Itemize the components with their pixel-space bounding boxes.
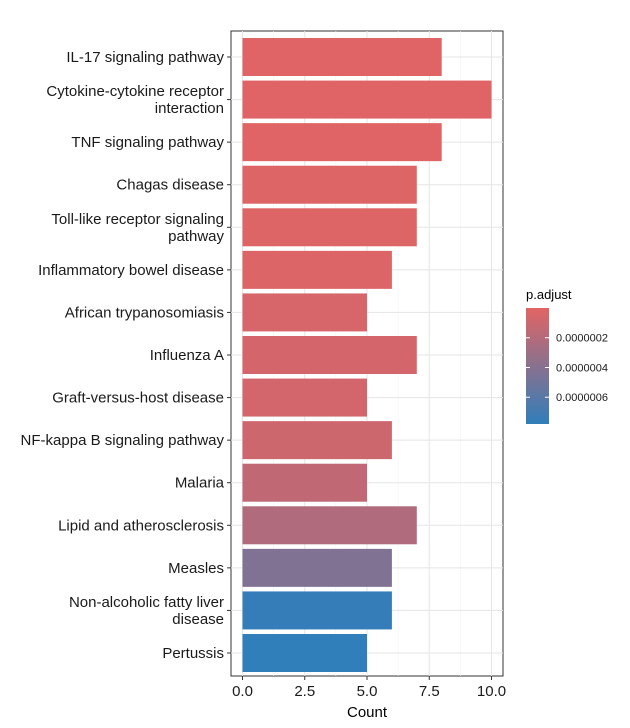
bar [242, 165, 417, 204]
category-label: Toll-like receptor signaling pathway [51, 211, 224, 245]
bar [242, 208, 417, 247]
bar [242, 463, 367, 502]
bar [242, 591, 392, 630]
category-label: Measles [168, 560, 224, 577]
bar [242, 336, 417, 374]
x-axis-ticks: 0.0 2.5 5.0 7.5 10.0 [232, 676, 506, 700]
category-labels: IL-17 signaling pathway Cytokine-cytokine… [21, 49, 231, 662]
bar [242, 80, 492, 119]
bar [242, 421, 392, 460]
x-tick-label: 2.5 [294, 683, 315, 700]
category-label: Pertussis [162, 645, 224, 662]
category-label: Non-alcoholic fatty liver disease [69, 594, 224, 628]
legend-title: p.adjust [526, 287, 572, 302]
legend-tick-label: 0.0000006 [556, 392, 608, 404]
category-label: Lipid and atherosclerosis [58, 517, 224, 534]
category-label: Graft-versus-host disease [52, 390, 224, 407]
x-tick-label: 7.5 [419, 683, 440, 700]
category-label: Malaria [175, 475, 225, 492]
category-label: IL-17 signaling pathway [66, 49, 224, 66]
bar [242, 506, 417, 545]
category-label: Inflammatory bowel disease [38, 262, 224, 279]
bar [242, 634, 367, 672]
category-label: African trypanosomiasis [65, 304, 224, 321]
category-label: TNF signaling pathway [71, 134, 224, 151]
x-tick-label: 0.0 [232, 683, 253, 700]
bar [242, 548, 392, 587]
category-label: Influenza A [150, 347, 224, 364]
x-axis-title: Count [347, 704, 388, 721]
category-label: Cytokine-cytokine receptor interaction [46, 83, 224, 117]
legend-tick-label: 0.0000002 [556, 333, 608, 345]
bar [242, 293, 367, 332]
category-label: Chagas disease [116, 177, 224, 194]
legend-tick-label: 0.0000004 [556, 362, 608, 374]
bars [242, 38, 492, 672]
bar [242, 123, 442, 162]
bar [242, 250, 392, 289]
legend: p.adjust 0.0000002 0.0000004 0.0000006 [526, 287, 608, 424]
category-label: NF-kappa B signaling pathway [21, 432, 225, 449]
legend-ticks: 0.0000002 0.0000004 0.0000006 [526, 333, 608, 404]
x-tick-label: 5.0 [357, 683, 378, 700]
x-tick-label: 10.0 [477, 683, 506, 700]
bar [242, 38, 442, 76]
legend-colorbar [526, 308, 549, 424]
bar [242, 378, 367, 417]
